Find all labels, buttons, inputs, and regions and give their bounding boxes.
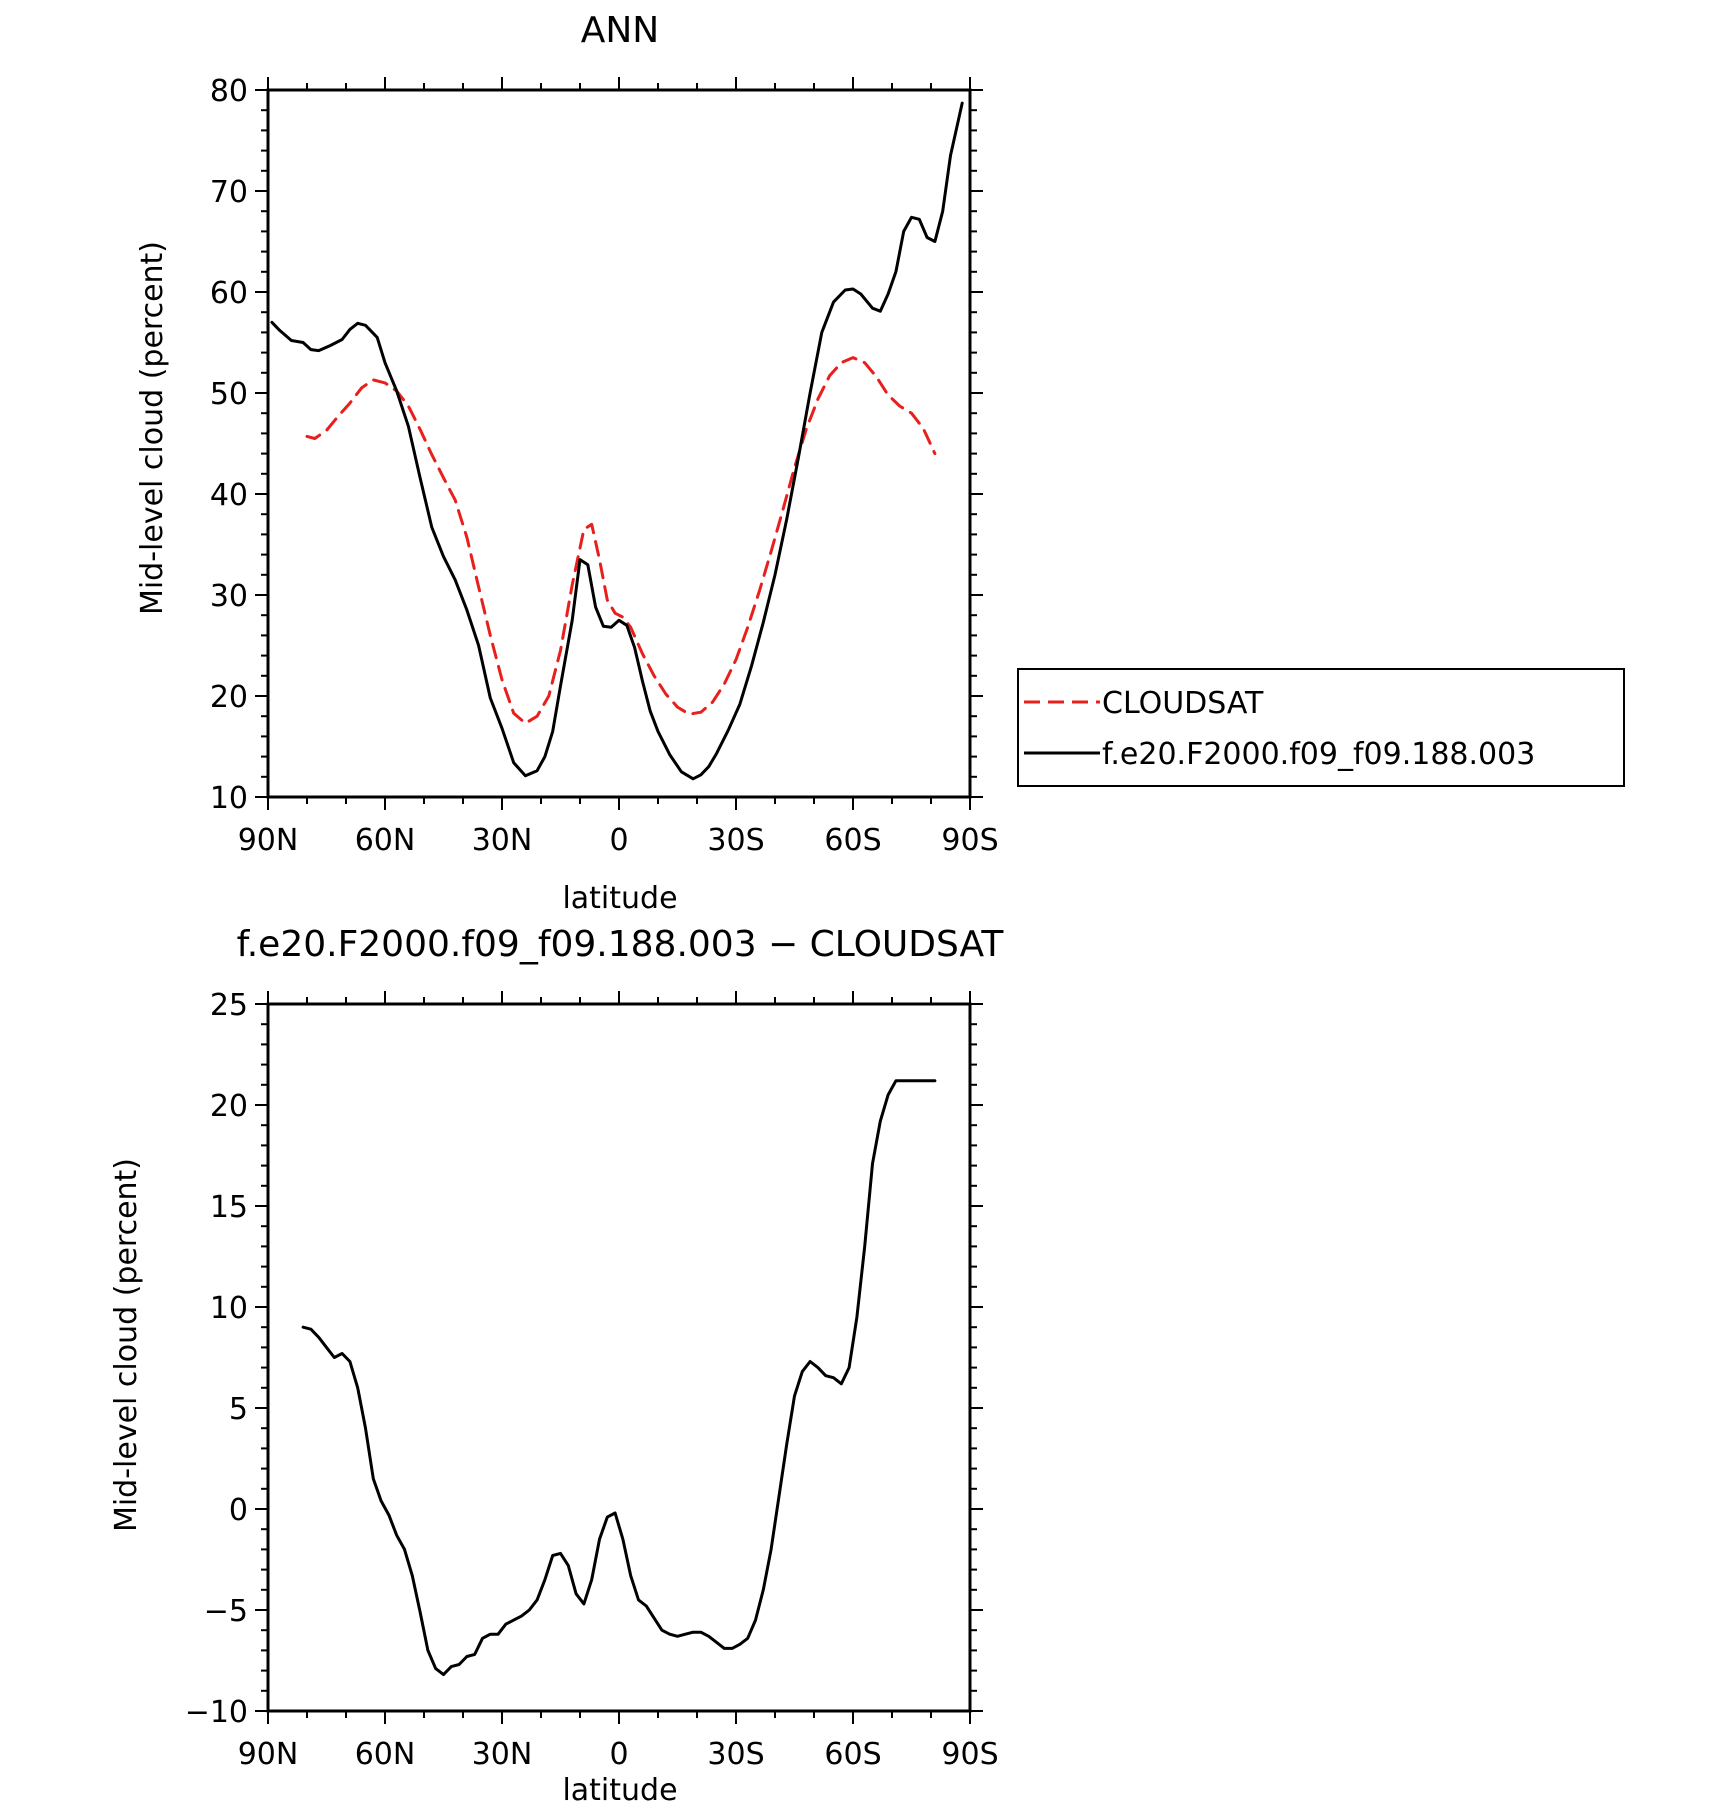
x-tick-label: 30S bbox=[707, 1737, 764, 1772]
x-tick-label: 90S bbox=[941, 1737, 998, 1772]
y-tick-label: 80 bbox=[210, 74, 248, 109]
x-tick-label: 0 bbox=[609, 1737, 628, 1772]
legend: CLOUDSAT f.e20.F2000.f09_f09.188.003 bbox=[1017, 668, 1625, 787]
y-axis-label: Mid-level cloud (percent) bbox=[109, 1158, 144, 1532]
x-tick-label: 60S bbox=[824, 823, 881, 858]
series-layer bbox=[270, 101, 964, 781]
y-tick-label: 15 bbox=[210, 1190, 248, 1225]
y-tick-label: 50 bbox=[210, 377, 248, 412]
chart-title: ANN bbox=[581, 10, 660, 51]
x-tick-label: 90N bbox=[238, 1737, 299, 1772]
series-line-model bbox=[270, 101, 964, 781]
top-panel: ANN Mid-level cloud (percent) latitude 9… bbox=[135, 10, 999, 916]
legend-cloudsat-label: CLOUDSAT bbox=[1102, 686, 1264, 721]
y-axis-label: Mid-level cloud (percent) bbox=[135, 241, 170, 615]
x-axis-label: latitude bbox=[562, 1773, 677, 1808]
x-tick-label: 90N bbox=[238, 823, 299, 858]
y-tick-label: −5 bbox=[204, 1594, 248, 1629]
y-tick-label: −10 bbox=[185, 1695, 248, 1730]
series-layer bbox=[301, 1079, 937, 1677]
plot-frame bbox=[266, 1002, 972, 1713]
bottom-panel: f.e20.F2000.f09_f09.188.003 − CLOUDSAT M… bbox=[109, 924, 1004, 1808]
y-tick-label: 40 bbox=[210, 478, 248, 513]
tick-layer: 90N 60N 30N 0 30S 60S 90S −10 −5 0 5 10 15 20 25 bbox=[185, 988, 999, 1772]
legend-model-label: f.e20.F2000.f09_f09.188.003 bbox=[1102, 737, 1535, 772]
x-axis-label: latitude bbox=[562, 881, 677, 916]
y-tick-label: 30 bbox=[210, 579, 248, 614]
x-tick-label: 30S bbox=[707, 823, 764, 858]
y-tick-label: 70 bbox=[210, 175, 248, 210]
x-tick-label: 60S bbox=[824, 1737, 881, 1772]
legend-box bbox=[1017, 668, 1625, 787]
x-tick-label: 30N bbox=[472, 1737, 533, 1772]
x-tick-label: 30N bbox=[472, 823, 533, 858]
x-tick-label: 60N bbox=[355, 823, 416, 858]
y-tick-label: 10 bbox=[210, 1291, 248, 1326]
y-tick-label: 20 bbox=[210, 1089, 248, 1124]
y-tick-label: 60 bbox=[210, 276, 248, 311]
y-tick-label: 5 bbox=[229, 1392, 248, 1427]
series-line-difference bbox=[301, 1079, 937, 1677]
plot-frame bbox=[266, 88, 972, 799]
series-line-cloudsat bbox=[305, 356, 937, 725]
y-tick-label: 20 bbox=[210, 680, 248, 715]
chart-title: f.e20.F2000.f09_f09.188.003 − CLOUDSAT bbox=[237, 924, 1005, 965]
x-tick-label: 0 bbox=[609, 823, 628, 858]
tick-layer: 90N 60N 30N 0 30S 60S 90S 10 20 30 40 50 60 70 80 bbox=[210, 74, 999, 858]
x-tick-label: 90S bbox=[941, 823, 998, 858]
x-tick-label: 60N bbox=[355, 1737, 416, 1772]
y-tick-label: 10 bbox=[210, 781, 248, 816]
y-tick-label: 0 bbox=[229, 1493, 248, 1528]
y-tick-label: 25 bbox=[210, 988, 248, 1023]
